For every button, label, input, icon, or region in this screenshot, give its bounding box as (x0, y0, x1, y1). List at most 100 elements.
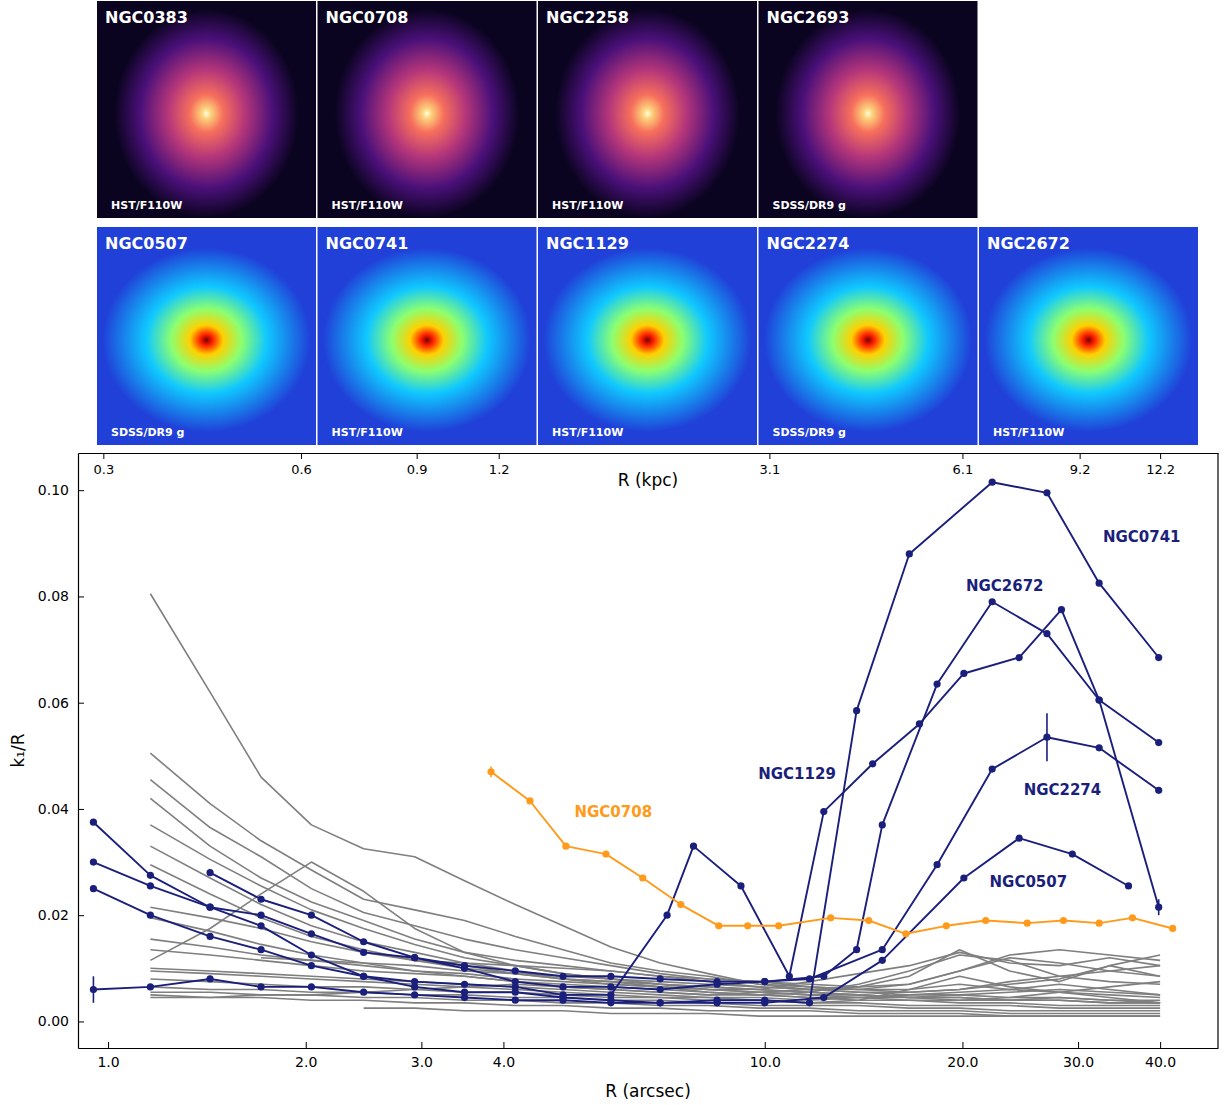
x2-tick: 0.3 (93, 453, 114, 477)
data-point (308, 962, 315, 969)
data-point (607, 973, 614, 980)
data-point (657, 999, 664, 1006)
data-point (512, 978, 519, 985)
data-point (715, 922, 722, 929)
panel-source: SDSS/DR9 g (773, 426, 846, 439)
data-point (657, 986, 664, 993)
panel-background (979, 227, 1198, 445)
x2-tick: 12.2 (1146, 453, 1175, 477)
data-point (690, 843, 697, 850)
data-point (934, 680, 941, 687)
figure: NGC0383HST/F110WNGC0708HST/F110WNGC2258H… (0, 0, 1226, 1105)
x-tick-mark (108, 1042, 109, 1048)
galaxy-image (764, 248, 972, 432)
data-point (639, 874, 646, 881)
data-point (902, 930, 909, 937)
data-point (1125, 882, 1132, 889)
data-point (989, 479, 996, 486)
galaxy-image (115, 10, 299, 218)
x2-tick-mark (301, 453, 302, 459)
x-tick: 20.0 (947, 1042, 978, 1070)
x-tick-mark (306, 1042, 307, 1048)
data-point (879, 821, 886, 828)
profile-line-highlight (93, 838, 1128, 1003)
data-point (663, 912, 670, 919)
data-point (257, 912, 264, 919)
data-point (411, 954, 418, 961)
panel-title: NGC2258 (546, 8, 629, 27)
data-point (657, 975, 664, 982)
data-point (657, 999, 664, 1006)
data-point (1155, 787, 1162, 794)
data-point (559, 983, 566, 990)
data-point (1096, 696, 1103, 703)
x-tick-label: 4.0 (493, 1054, 515, 1070)
data-point (487, 768, 494, 775)
x2-tick-label: 9.2 (1070, 462, 1091, 477)
y-tick: 0.06 (38, 695, 84, 711)
data-point (1016, 835, 1023, 842)
y-tick-label: 0.10 (38, 482, 69, 498)
data-point (775, 922, 782, 929)
data-point (989, 765, 996, 772)
data-point (761, 978, 768, 985)
x2-tick-label: 1.2 (489, 462, 510, 477)
data-point (360, 989, 367, 996)
data-point (1024, 920, 1031, 927)
y-tick: 0.04 (38, 801, 84, 817)
data-point (1096, 920, 1103, 927)
panel-source: HST/F110W (332, 426, 403, 439)
x2-tick: 1.2 (489, 453, 510, 477)
galaxy-image (985, 248, 1193, 432)
x2-tick-label: 6.1 (953, 462, 974, 477)
panel-background (318, 1, 537, 218)
data-point (461, 994, 468, 1001)
data-point (206, 904, 213, 911)
data-point (90, 858, 97, 865)
x-tick-label: 3.0 (411, 1054, 433, 1070)
y-tick-mark (78, 809, 84, 810)
panel-background (759, 1, 978, 218)
image-panel: NGC2258HST/F110W (538, 1, 757, 218)
x-tick-mark (421, 1042, 422, 1048)
data-point (1155, 904, 1162, 911)
data-point (1060, 917, 1067, 924)
data-point (512, 967, 519, 974)
panel-title: NGC2274 (767, 234, 850, 253)
x2-tick-label: 0.6 (291, 462, 312, 477)
data-point (308, 912, 315, 919)
panel-title: NGC0383 (105, 8, 188, 27)
image-panel: NGC2672HST/F110W (979, 227, 1198, 445)
data-point (607, 991, 614, 998)
data-point (853, 707, 860, 714)
data-point (744, 922, 751, 929)
x2-axis-title: R (kpc) (618, 470, 678, 490)
data-point (607, 983, 614, 990)
panel-background (759, 227, 978, 445)
x-tick: 10.0 (750, 1042, 781, 1070)
image-panel: NGC2274 SDSS/DR9 g (759, 227, 978, 445)
data-point (865, 917, 872, 924)
profile-line (150, 907, 1160, 989)
data-point (934, 861, 941, 868)
x2-tick-label: 0.3 (93, 462, 114, 477)
image-panel: NGC1129HST/F110W (538, 227, 757, 445)
data-point (1169, 925, 1176, 932)
data-point (1058, 606, 1065, 613)
x2-tick: 0.9 (407, 453, 428, 477)
data-point (943, 922, 950, 929)
y-tick-mark (78, 490, 84, 491)
panel-source: SDSS/DR9 g (773, 199, 846, 212)
data-point (879, 946, 886, 953)
data-point (761, 999, 768, 1006)
x-tick: 40.0 (1145, 1042, 1176, 1070)
y-tick-mark (78, 1021, 84, 1022)
panel-title: NGC0741 (326, 234, 409, 253)
data-point (713, 981, 720, 988)
image-panel: NGC0383HST/F110W (97, 1, 316, 218)
series-label: NGC0507 (990, 873, 1068, 891)
data-point (1043, 734, 1050, 741)
data-point (308, 930, 315, 937)
y-tick-mark (78, 915, 84, 916)
x-tick-mark (765, 1042, 766, 1048)
